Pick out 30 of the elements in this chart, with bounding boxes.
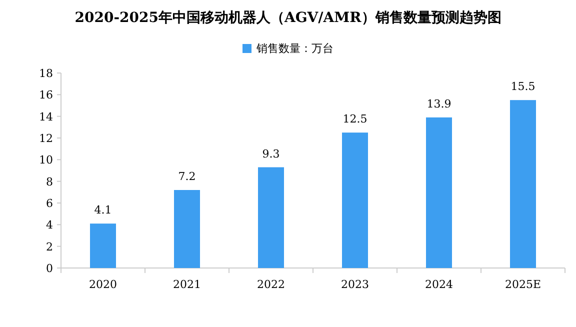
- data-label: 4.1: [94, 204, 112, 217]
- y-tick-label: 18: [39, 67, 53, 80]
- x-tick-label: 2022: [257, 278, 285, 291]
- x-tick-label: 2020: [89, 278, 117, 291]
- x-tick-label: 2023: [341, 278, 369, 291]
- x-tick-label: 2025E: [504, 278, 542, 291]
- x-tick-label: 2024: [425, 278, 453, 291]
- data-label: 7.2: [178, 170, 196, 183]
- y-tick-label: 0: [46, 262, 53, 275]
- y-tick-label: 2: [46, 240, 53, 254]
- y-tick-label: 12: [39, 132, 53, 145]
- y-tick-label: 6: [46, 197, 53, 210]
- bar: [426, 117, 452, 268]
- data-label: 15.5: [510, 80, 536, 94]
- bar: [258, 167, 284, 268]
- legend-label: 销售数量：万台: [256, 42, 334, 55]
- data-label: 13.9: [426, 97, 452, 110]
- y-tick-label: 4: [46, 218, 53, 232]
- y-tick-label: 14: [39, 110, 53, 124]
- y-tick-label: 8: [46, 175, 53, 188]
- bar: [174, 190, 200, 268]
- data-label: 12.5: [342, 112, 368, 126]
- bar: [510, 100, 536, 268]
- x-tick-label: 2021: [173, 278, 201, 291]
- data-label: 9.3: [262, 147, 280, 160]
- chart-title: 2020-2025年中国移动机器人（AGV/AMR）销售数量预测趋势图: [74, 10, 502, 26]
- bar: [342, 132, 368, 268]
- bar: [90, 224, 116, 268]
- y-tick-label: 16: [39, 88, 53, 102]
- y-tick-label: 10: [39, 154, 53, 167]
